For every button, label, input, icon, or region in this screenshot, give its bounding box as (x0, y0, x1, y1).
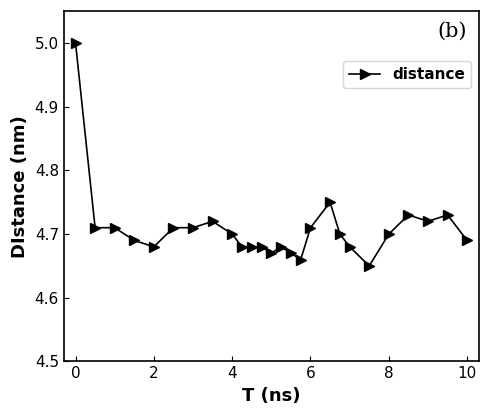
X-axis label: T (ns): T (ns) (242, 387, 300, 405)
distance (269, 251, 274, 256)
distance (278, 244, 284, 249)
distance (444, 213, 450, 218)
distance (367, 263, 372, 268)
distance (259, 244, 265, 249)
distance (92, 225, 98, 230)
distance (337, 232, 343, 237)
Text: (b): (b) (437, 22, 466, 41)
distance (425, 219, 431, 224)
distance (151, 244, 157, 249)
distance (298, 257, 304, 262)
distance (210, 219, 216, 224)
Y-axis label: DIstance (nm): DIstance (nm) (11, 115, 29, 258)
distance (131, 238, 137, 243)
distance (464, 238, 470, 243)
distance (327, 200, 333, 205)
Line: distance: distance (71, 38, 472, 271)
distance (229, 232, 235, 237)
distance (386, 232, 392, 237)
distance (288, 251, 294, 256)
distance (308, 225, 314, 230)
distance (190, 225, 196, 230)
Legend: distance: distance (343, 61, 471, 88)
distance (405, 213, 411, 218)
distance (347, 244, 353, 249)
distance (249, 244, 255, 249)
distance (171, 225, 176, 230)
distance (112, 225, 118, 230)
distance (239, 244, 245, 249)
distance (73, 40, 78, 45)
